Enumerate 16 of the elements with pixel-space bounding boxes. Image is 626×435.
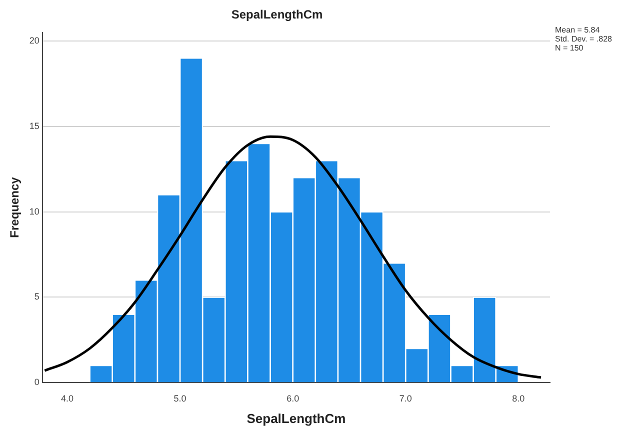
x-tick-label: 7.0 [399,393,412,404]
x-tick-label: 4.0 [60,393,74,404]
y-tick-label: 15 [29,120,40,131]
x-tick-label: 6.0 [286,393,300,404]
text: Mean = 5.84 [555,26,600,35]
x-tick-label: 5.0 [174,393,186,404]
y-tick-label: 20 [29,35,40,46]
y-tick-label: 0 [34,377,40,388]
x-tick-label: 8.0 [512,393,525,404]
text: Std. Dev. = .828 [555,34,613,44]
text: N = 150 [555,44,584,53]
y-axis-title: Frequency [8,176,22,238]
y-tick-label: 10 [29,206,40,216]
chart-title: SepalLengthCm [231,8,323,22]
y-tick-label: 5 [34,292,40,302]
x-axis-title: SepalLengthCm [246,410,346,426]
